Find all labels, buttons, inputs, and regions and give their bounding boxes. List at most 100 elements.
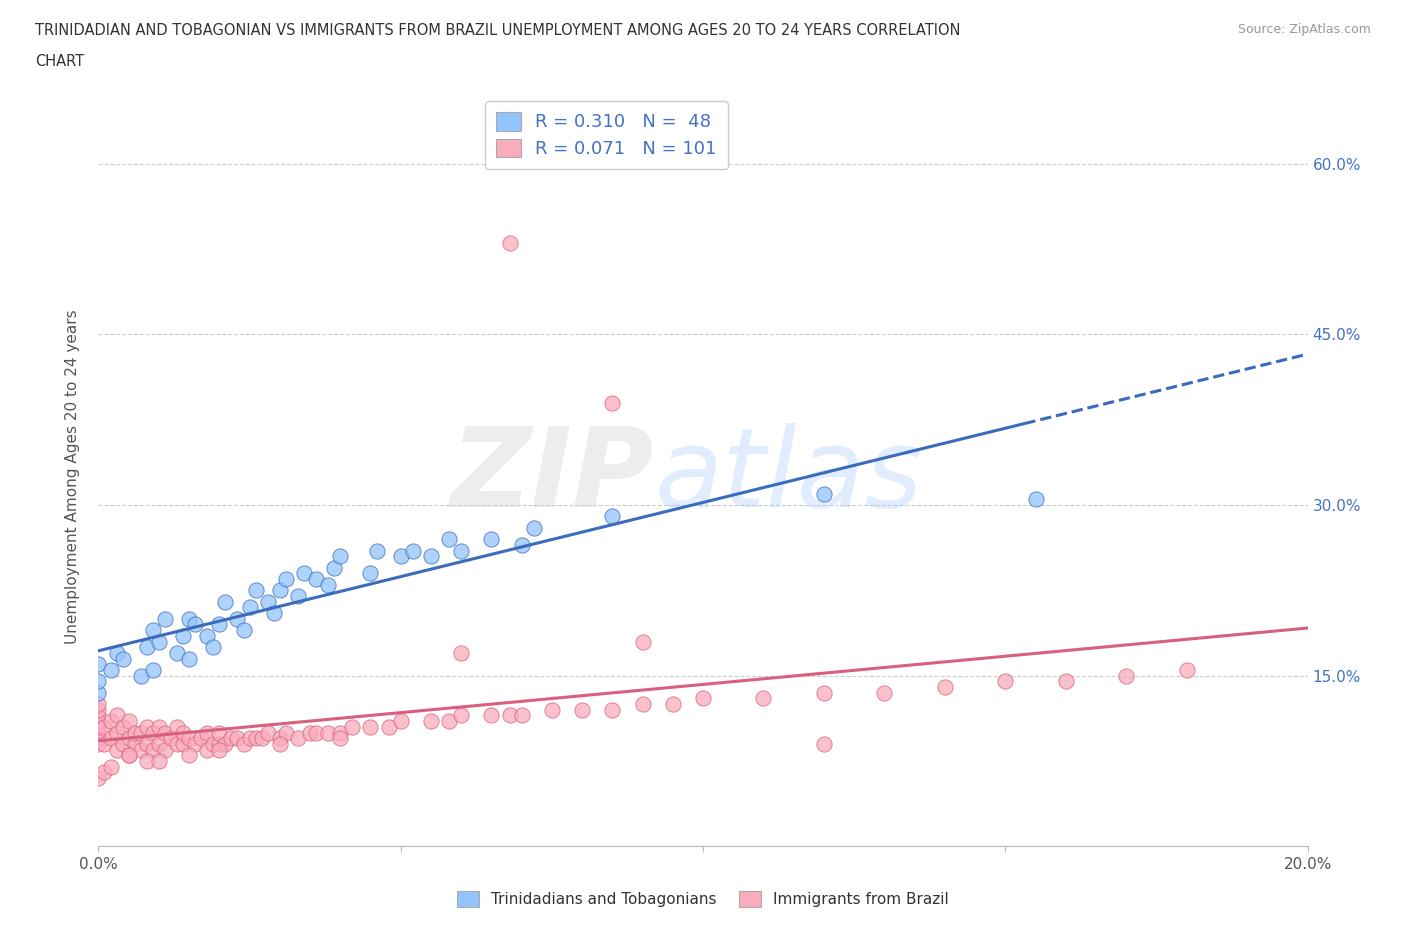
Point: [226, 611, 249, 626]
Point: [316, 578, 339, 592]
Point: [360, 565, 382, 580]
Point: [994, 674, 1017, 689]
Point: [87, 737, 110, 751]
Point: [172, 629, 194, 644]
Point: [256, 725, 278, 740]
Point: [498, 236, 520, 251]
Point: [221, 731, 243, 746]
Point: [111, 651, 134, 666]
Point: [87, 674, 110, 689]
Legend: Trinidadians and Tobagonians, Immigrants from Brazil: Trinidadians and Tobagonians, Immigrants…: [451, 884, 955, 913]
Point: [245, 583, 267, 598]
Point: [142, 662, 165, 677]
Point: [274, 725, 297, 740]
Point: [450, 543, 472, 558]
Point: [239, 731, 262, 746]
Point: [256, 594, 278, 609]
Point: [190, 731, 212, 746]
Point: [118, 731, 141, 746]
Point: [377, 720, 399, 735]
Point: [142, 742, 165, 757]
Point: [571, 702, 593, 717]
Point: [124, 725, 146, 740]
Point: [93, 720, 115, 735]
Point: [208, 737, 231, 751]
Point: [166, 645, 188, 660]
Point: [692, 691, 714, 706]
Point: [124, 737, 146, 751]
Point: [100, 713, 122, 728]
Point: [195, 725, 218, 740]
Point: [813, 737, 835, 751]
Point: [118, 748, 141, 763]
Point: [135, 737, 157, 751]
Point: [661, 697, 683, 711]
Point: [752, 691, 775, 706]
Point: [214, 737, 236, 751]
Point: [420, 549, 443, 564]
Point: [602, 702, 624, 717]
Point: [292, 565, 315, 580]
Point: [93, 764, 115, 779]
Point: [360, 720, 382, 735]
Point: [245, 731, 267, 746]
Point: [450, 645, 472, 660]
Point: [813, 685, 835, 700]
Point: [153, 725, 176, 740]
Point: [142, 623, 165, 638]
Point: [87, 685, 110, 700]
Point: [202, 640, 225, 655]
Point: [172, 725, 194, 740]
Point: [87, 702, 110, 717]
Point: [87, 708, 110, 723]
Point: [195, 629, 218, 644]
Point: [299, 725, 322, 740]
Point: [316, 725, 339, 740]
Point: [226, 731, 249, 746]
Point: [631, 634, 654, 649]
Point: [873, 685, 896, 700]
Point: [510, 708, 533, 723]
Point: [166, 737, 188, 751]
Point: [329, 549, 352, 564]
Point: [389, 713, 412, 728]
Y-axis label: Unemployment Among Ages 20 to 24 years: Unemployment Among Ages 20 to 24 years: [65, 310, 80, 644]
Point: [100, 731, 122, 746]
Point: [153, 611, 176, 626]
Point: [481, 708, 503, 723]
Text: CHART: CHART: [35, 54, 84, 69]
Point: [118, 748, 141, 763]
Point: [105, 645, 128, 660]
Point: [437, 532, 460, 547]
Point: [1175, 662, 1198, 677]
Point: [263, 605, 285, 620]
Point: [179, 748, 201, 763]
Point: [214, 594, 236, 609]
Point: [135, 753, 157, 768]
Point: [342, 720, 364, 735]
Point: [148, 753, 170, 768]
Point: [142, 725, 165, 740]
Point: [166, 720, 188, 735]
Point: [87, 697, 110, 711]
Text: Source: ZipAtlas.com: Source: ZipAtlas.com: [1237, 23, 1371, 36]
Point: [172, 737, 194, 751]
Point: [323, 560, 346, 575]
Point: [498, 708, 520, 723]
Point: [148, 737, 170, 751]
Point: [135, 720, 157, 735]
Point: [93, 737, 115, 751]
Point: [287, 589, 309, 604]
Point: [481, 532, 503, 547]
Point: [420, 713, 443, 728]
Point: [208, 618, 231, 632]
Point: [184, 737, 207, 751]
Point: [1115, 669, 1137, 684]
Point: [540, 702, 562, 717]
Point: [305, 725, 328, 740]
Point: [100, 759, 122, 774]
Point: [184, 618, 207, 632]
Point: [129, 669, 152, 684]
Point: [87, 657, 110, 671]
Point: [129, 725, 152, 740]
